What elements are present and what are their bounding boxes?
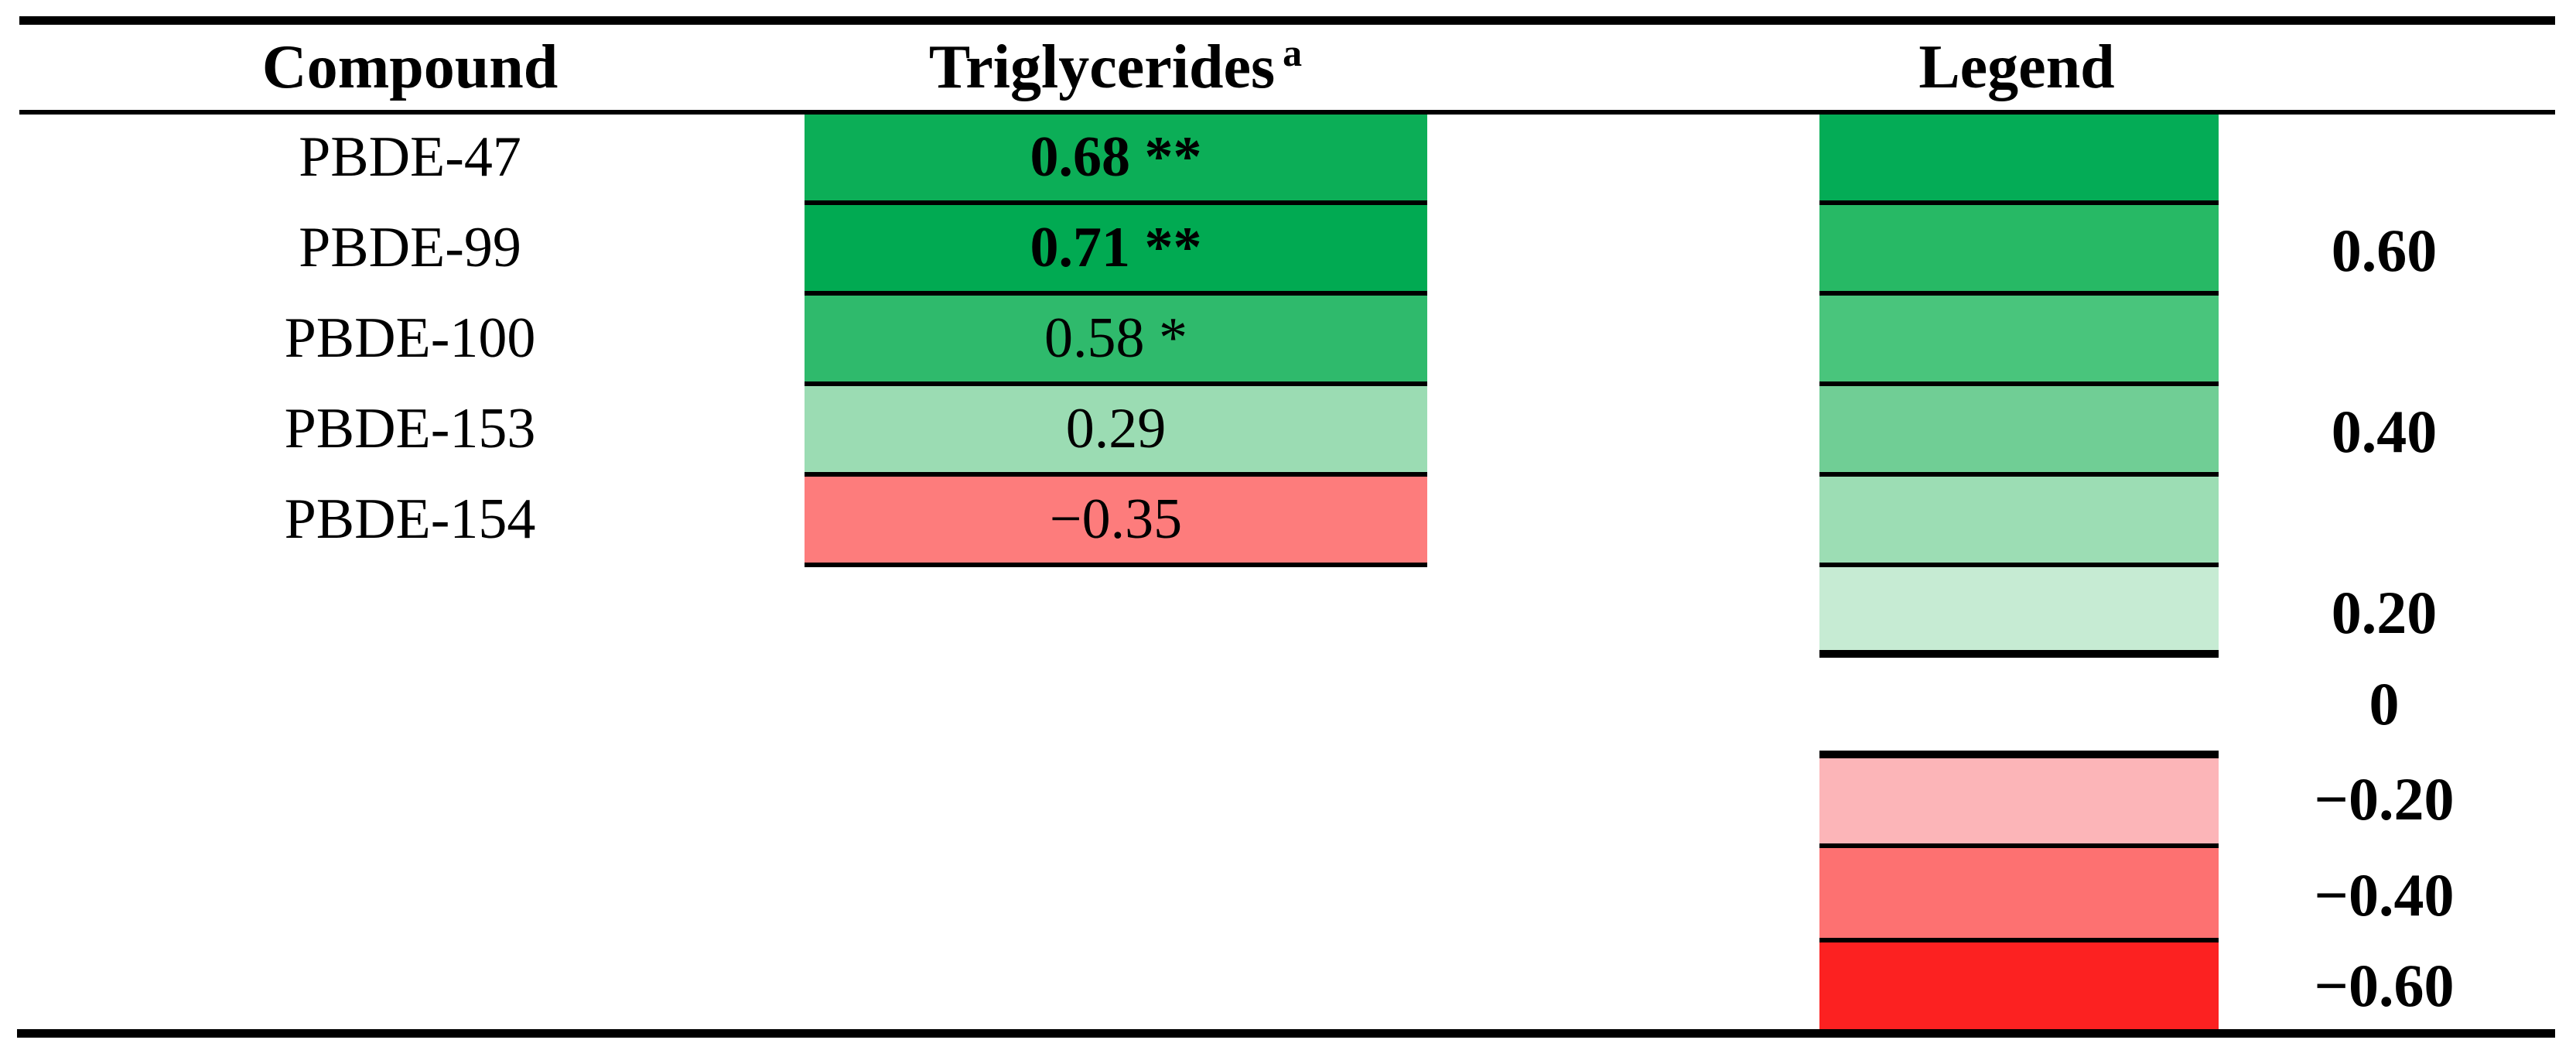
column-header-compound: Compound	[261, 32, 559, 101]
legend-scale-label: −0.40	[2314, 861, 2455, 929]
triglycerides-header-text: Triglycerides a	[928, 30, 1303, 101]
compound-label: PBDE-100	[284, 306, 536, 370]
legend-scale-label: −0.20	[2314, 765, 2455, 833]
correlation-cell: 0.71 **	[805, 205, 1427, 296]
table-bottom-border	[17, 1029, 2555, 1038]
legend-color-band	[1819, 296, 2219, 386]
legend-color-band	[1819, 477, 2219, 567]
legend-color-band	[1819, 386, 2219, 477]
correlation-cell: 0.29	[805, 386, 1427, 477]
legend-scale-label: 0.20	[2331, 578, 2438, 646]
correlation-cell: −0.35	[805, 477, 1427, 567]
legend-color-band	[1819, 751, 2219, 848]
column-header-triglycerides: Triglycerides a	[806, 25, 1425, 110]
legend-color-band	[1819, 848, 2219, 942]
compound-label: PBDE-153	[284, 397, 536, 460]
legend-color-band	[1819, 115, 2219, 205]
legend-color-band	[1819, 205, 2219, 296]
legend-scale-label: 0	[2369, 670, 2400, 737]
column-header-legend: Legend	[1918, 32, 2115, 101]
legend-color-band	[1819, 567, 2219, 658]
correlation-cell: 0.58 *	[805, 296, 1427, 386]
legend-scale-label: −0.60	[2314, 952, 2455, 1019]
legend-scale-label: 0.60	[2331, 216, 2438, 284]
legend-color-band	[1819, 942, 2219, 1029]
header-separator-line	[19, 110, 2555, 115]
footnote-marker-a: a	[1283, 30, 1303, 74]
compound-label: PBDE-154	[284, 487, 536, 551]
correlation-cell: 0.68 **	[805, 115, 1427, 205]
compound-label: PBDE-47	[299, 125, 521, 189]
correlation-value: 0.68 **	[1030, 125, 1202, 189]
correlation-value: 0.71 **	[1030, 216, 1202, 279]
correlation-value: 0.58 *	[1044, 306, 1187, 370]
correlation-value: 0.29	[1065, 397, 1167, 460]
legend-scale-label: 0.40	[2331, 397, 2438, 465]
table-top-border	[19, 16, 2555, 25]
correlation-value: −0.35	[1049, 487, 1183, 551]
compound-label: PBDE-99	[299, 216, 521, 279]
